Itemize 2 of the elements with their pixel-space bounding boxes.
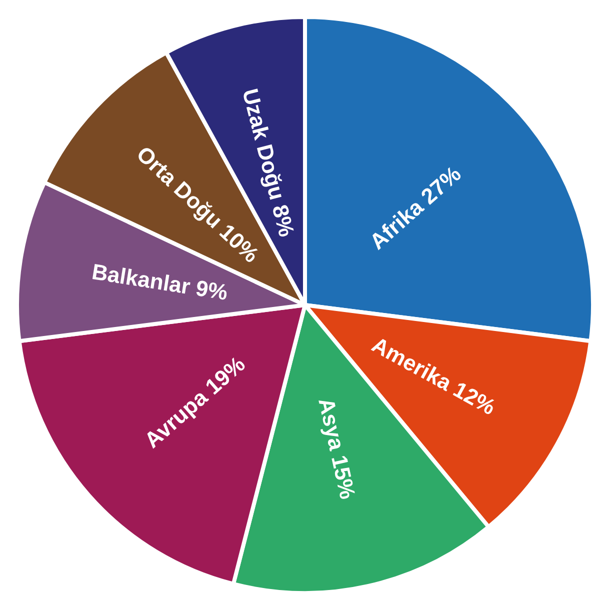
slice-label: Asya 15% bbox=[314, 396, 360, 502]
slice-label: Balkanlar 9% bbox=[90, 258, 230, 306]
